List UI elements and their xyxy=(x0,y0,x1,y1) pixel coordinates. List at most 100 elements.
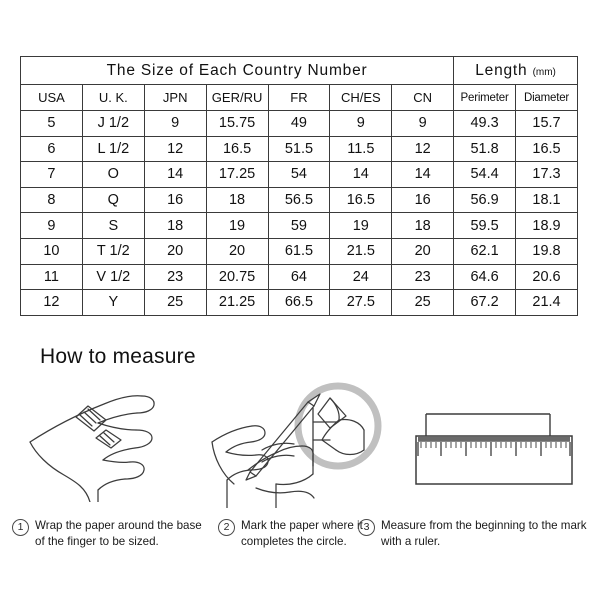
cell-jpn: 14 xyxy=(143,161,207,188)
cell-fr: 51.5 xyxy=(267,135,331,163)
column-header-perimeter: Perimeter xyxy=(453,84,516,111)
cell-ger-ru: 20 xyxy=(205,237,269,265)
cell-cn: 25 xyxy=(391,289,455,316)
ring-size-table-container: The Size of Each Country Number Length (… xyxy=(19,56,578,316)
cell-cn: 9 xyxy=(391,110,455,137)
step-3: 3 Measure from the beginning to the mark… xyxy=(358,518,593,549)
cell-cn: 16 xyxy=(391,186,455,214)
table-row: 8 Q 16 18 56.5 16.5 16 56.9 18.1 xyxy=(20,186,578,214)
cell-cn: 18 xyxy=(391,212,455,239)
table-row: 9 S 18 19 59 19 18 59.5 18.9 xyxy=(20,212,578,239)
cell-ch-es: 14 xyxy=(329,161,393,188)
cell-fr: 49 xyxy=(267,110,331,137)
cell-perimeter: 62.1 xyxy=(453,237,516,265)
cell-jpn: 16 xyxy=(143,186,207,214)
hand-with-paper-strip-icon xyxy=(18,382,193,507)
cell-diameter: 18.9 xyxy=(515,212,578,239)
cell-ger-ru: 21.25 xyxy=(205,289,269,316)
cell-fr: 64 xyxy=(267,263,331,291)
cell-perimeter: 49.3 xyxy=(453,110,516,137)
table-row: 6 L 1/2 12 16.5 51.5 11.5 12 51.8 16.5 xyxy=(20,135,578,163)
cell-jpn: 25 xyxy=(143,289,207,316)
cell-ch-es: 21.5 xyxy=(329,237,393,265)
cell-perimeter: 54.4 xyxy=(453,161,516,188)
step-number-3: 3 xyxy=(358,519,375,536)
cell-ch-es: 27.5 xyxy=(329,289,393,316)
table-header: The Size of Each Country Number Length (… xyxy=(19,56,578,111)
column-header-diameter: Diameter xyxy=(515,84,578,111)
cell-diameter: 21.4 xyxy=(515,289,578,316)
cell-perimeter: 59.5 xyxy=(453,212,516,239)
cell-uk: J 1/2 xyxy=(81,110,145,137)
step-number-2: 2 xyxy=(218,519,235,536)
cell-ger-ru: 18 xyxy=(205,186,269,214)
cell-ger-ru: 20.75 xyxy=(205,263,269,291)
table-column-header-row: USA U. K. JPN GER/RU FR CH/ES CN Perimet… xyxy=(20,84,578,111)
cell-cn: 23 xyxy=(391,263,455,291)
cell-uk: O xyxy=(81,161,145,188)
cell-uk: L 1/2 xyxy=(81,135,145,163)
cell-fr: 59 xyxy=(267,212,331,239)
cell-jpn: 9 xyxy=(143,110,207,137)
cell-cn: 12 xyxy=(391,135,455,163)
table-row: 10 T 1/2 20 20 61.5 21.5 20 62.1 19.8 xyxy=(20,237,578,265)
cell-diameter: 20.6 xyxy=(515,263,578,291)
cell-fr: 66.5 xyxy=(267,289,331,316)
cell-jpn: 12 xyxy=(143,135,207,163)
step-2: 2 Mark the paper where it completes the … xyxy=(218,518,408,549)
cell-jpn: 23 xyxy=(143,263,207,291)
cell-ch-es: 19 xyxy=(329,212,393,239)
cell-ger-ru: 15.75 xyxy=(205,110,269,137)
cell-ch-es: 11.5 xyxy=(329,135,393,163)
cell-usa: 8 xyxy=(20,186,83,214)
cell-ch-es: 24 xyxy=(329,263,393,291)
table-row: 5 J 1/2 9 15.75 49 9 9 49.3 15.7 xyxy=(20,110,578,137)
cell-ger-ru: 16.5 xyxy=(205,135,269,163)
cell-usa: 10 xyxy=(20,237,83,265)
step-text-3: Measure from the beginning to the mark w… xyxy=(381,519,587,548)
cell-ch-es: 9 xyxy=(329,110,393,137)
table-group-header-row: The Size of Each Country Number Length (… xyxy=(19,56,578,85)
cell-usa: 11 xyxy=(20,263,83,291)
cell-usa: 7 xyxy=(20,161,83,188)
column-header-cn: CN xyxy=(391,84,455,111)
cell-uk: T 1/2 xyxy=(81,237,145,265)
cell-perimeter: 56.9 xyxy=(453,186,516,214)
cell-fr: 54 xyxy=(267,161,331,188)
cell-usa: 12 xyxy=(20,289,83,316)
column-header-usa: USA xyxy=(20,84,83,111)
step-text-2: Mark the paper where it completes the ci… xyxy=(241,519,363,548)
cell-ger-ru: 19 xyxy=(205,212,269,239)
cell-diameter: 19.8 xyxy=(515,237,578,265)
cell-diameter: 15.7 xyxy=(515,110,578,137)
table-row: 12 Y 25 21.25 66.5 27.5 25 67.2 21.4 xyxy=(20,289,578,316)
cell-jpn: 18 xyxy=(143,212,207,239)
ruler-measuring-paper-icon xyxy=(408,388,580,503)
cell-jpn: 20 xyxy=(143,237,207,265)
table-row: 7 O 14 17.25 54 14 14 54.4 17.3 xyxy=(20,161,578,188)
hand-marking-paper-with-pencil-icon xyxy=(210,378,385,513)
ring-size-table: The Size of Each Country Number Length (… xyxy=(19,56,578,316)
table-body: 5 J 1/2 9 15.75 49 9 9 49.3 15.7 6 L 1/2… xyxy=(20,110,578,316)
group-header-length-unit: (mm) xyxy=(532,66,556,78)
step-1: 1 Wrap the paper around the base of the … xyxy=(12,518,212,549)
cell-usa: 5 xyxy=(20,110,83,137)
column-header-uk: U. K. xyxy=(81,84,145,111)
cell-perimeter: 67.2 xyxy=(453,289,516,316)
cell-diameter: 16.5 xyxy=(515,135,578,163)
step-number-1: 1 xyxy=(12,519,29,536)
step-text-1: Wrap the paper around the base of the fi… xyxy=(35,519,202,548)
cell-ger-ru: 17.25 xyxy=(205,161,269,188)
cell-ch-es: 16.5 xyxy=(329,186,393,214)
cell-usa: 9 xyxy=(20,212,83,239)
cell-perimeter: 64.6 xyxy=(453,263,516,291)
cell-uk: Y xyxy=(81,289,145,316)
group-header-length: Length (mm) xyxy=(453,56,578,85)
column-header-ch-es: CH/ES xyxy=(329,84,393,111)
column-header-jpn: JPN xyxy=(143,84,207,111)
cell-uk: Q xyxy=(81,186,145,214)
group-header-length-label: Length xyxy=(475,61,528,79)
cell-diameter: 18.1 xyxy=(515,186,578,214)
cell-fr: 56.5 xyxy=(267,186,331,214)
table-row: 11 V 1/2 23 20.75 64 24 23 64.6 20.6 xyxy=(20,263,578,291)
